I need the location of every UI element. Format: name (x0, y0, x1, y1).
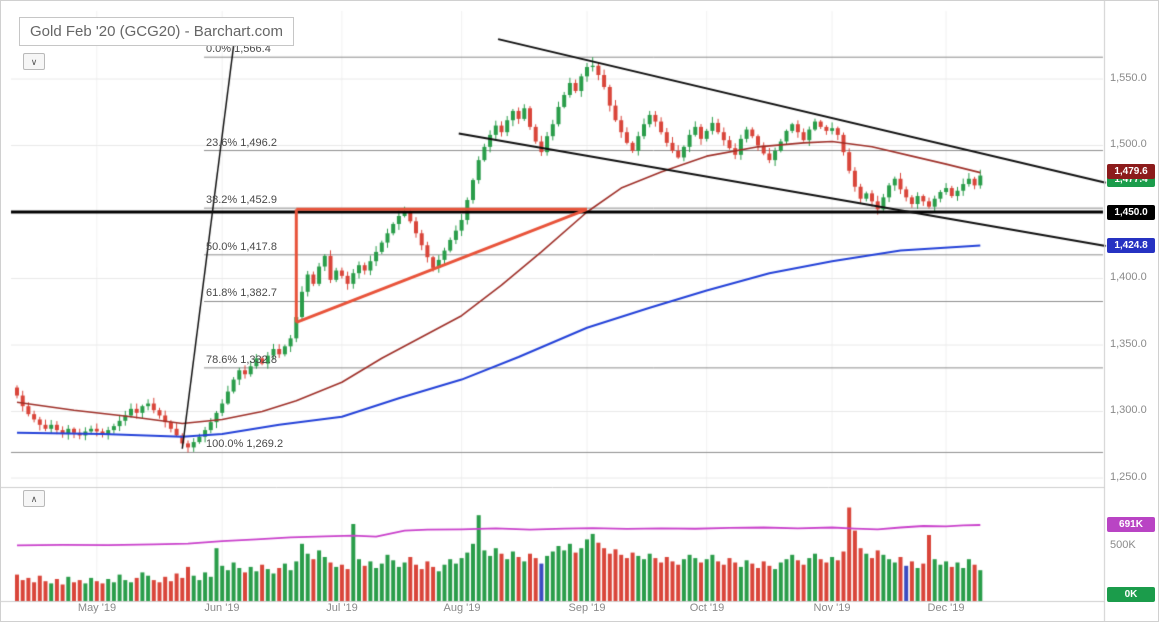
x-axis-month-label: Oct '19 (689, 602, 725, 614)
x-axis-month-label: Sep '19 (568, 602, 606, 614)
sma-red-price-badge: 1,479.6 (1107, 164, 1155, 179)
fib-level-label: 100.0% 1,269.2 (206, 438, 284, 450)
x-axis-month-label: Jun '19 (204, 602, 240, 614)
fib-level-label: 61.8% 1,382.7 (206, 287, 277, 299)
volume-zero-badge: 0K (1107, 587, 1155, 602)
open-interest-badge: 691K (1107, 517, 1155, 532)
volume-axis-tick-label: 500K (1110, 539, 1136, 551)
x-axis-month-label: Nov '19 (813, 602, 851, 614)
fib-level-label: 38.2% 1,452.9 (206, 194, 277, 206)
collapse-price-pane-button[interactable]: ∨ (23, 53, 45, 70)
y-axis-tick-label: 1,500.0 (1110, 138, 1147, 150)
x-axis-month-label: Dec '19 (927, 602, 965, 614)
fib-level-label: 0.0% 1,566.4 (206, 43, 271, 55)
x-axis-month-label: Aug '19 (443, 602, 481, 614)
expand-volume-pane-button[interactable]: ∧ (23, 490, 45, 507)
y-axis-tick-label: 1,300.0 (1110, 404, 1147, 416)
fib-level-label: 23.6% 1,496.2 (206, 137, 277, 149)
x-axis-month-label: Jul '19 (326, 602, 358, 614)
y-axis-tick-label: 1,550.0 (1110, 72, 1147, 84)
y-axis-tick-label: 1,400.0 (1110, 271, 1147, 283)
sma-blue-price-badge: 1,424.8 (1107, 238, 1155, 253)
fib-level-label: 78.6% 1,332.8 (206, 354, 277, 366)
y-axis-tick-label: 1,350.0 (1110, 338, 1147, 350)
level-1450-badge: 1,450.0 (1107, 205, 1155, 220)
chevron-down-icon: ∨ (30, 56, 38, 67)
y-axis-tick-label: 1,250.0 (1110, 471, 1147, 483)
x-axis-month-label: May '19 (77, 602, 117, 614)
chart-title: Gold Feb '20 (GCG20) - Barchart.com (19, 17, 294, 46)
fib-level-label: 50.0% 1,417.8 (206, 241, 277, 253)
chevron-up-icon: ∧ (30, 493, 38, 504)
